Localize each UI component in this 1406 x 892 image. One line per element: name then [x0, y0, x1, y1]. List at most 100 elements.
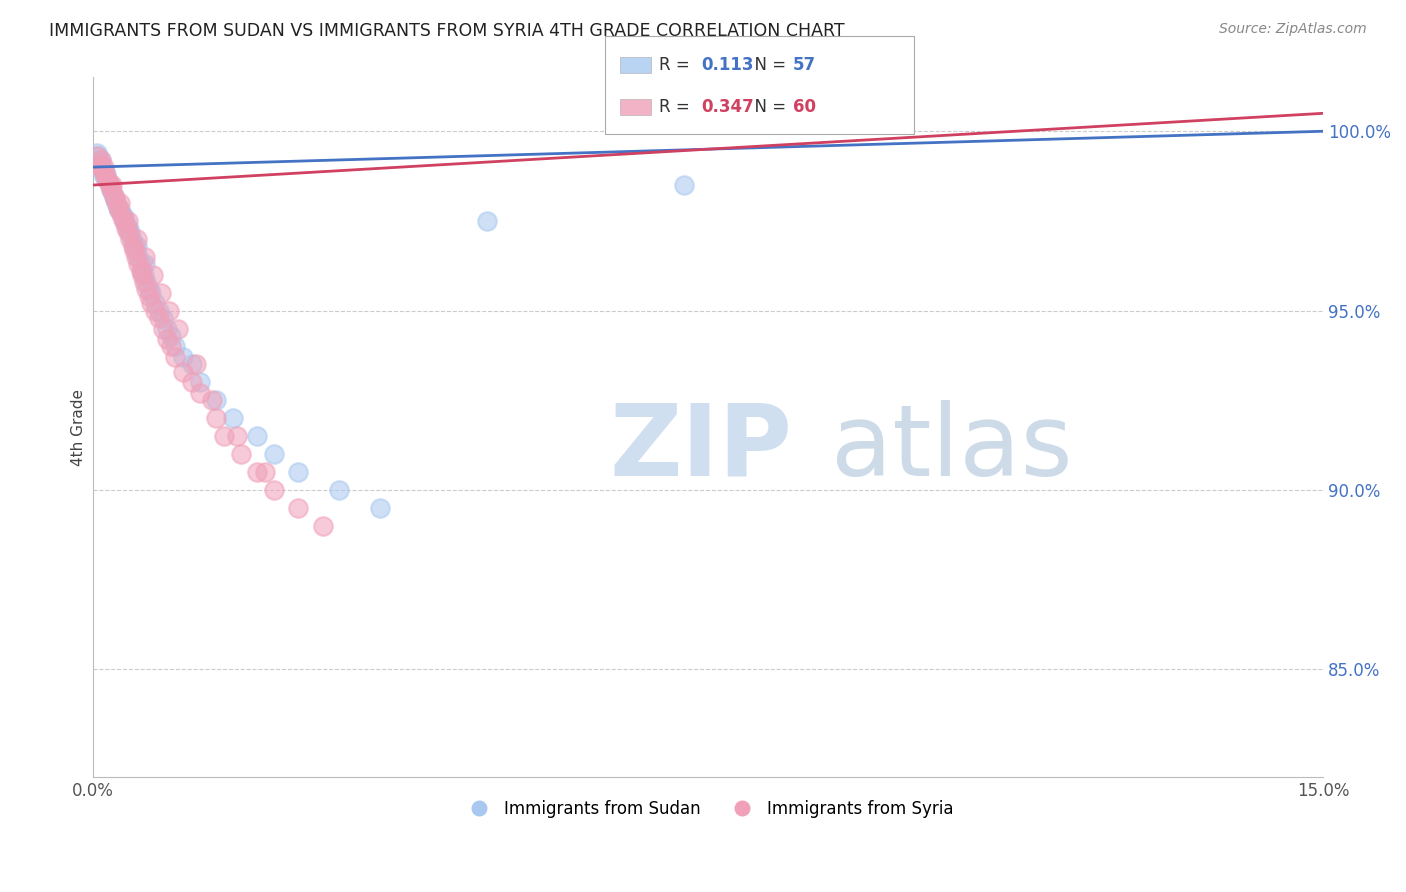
Text: Source: ZipAtlas.com: Source: ZipAtlas.com [1219, 22, 1367, 37]
Point [180, 376, 202, 390]
Point [165, 339, 187, 353]
Point [122, 239, 145, 253]
Point [100, 181, 122, 195]
Point [184, 358, 207, 372]
Point [97, 174, 120, 188]
Point [98, 178, 121, 192]
Point [131, 268, 153, 282]
Point [120, 232, 142, 246]
Point [91, 163, 114, 178]
Point [103, 189, 125, 203]
Point [135, 282, 157, 296]
Point [156, 321, 179, 335]
Text: 60: 60 [793, 98, 815, 116]
Point [121, 239, 143, 253]
Point [111, 207, 134, 221]
Point [117, 221, 139, 235]
Point [263, 447, 285, 461]
Point [214, 429, 236, 443]
Point [132, 275, 155, 289]
Point [125, 239, 148, 253]
Point [160, 339, 183, 353]
Point [89, 156, 111, 170]
Point [860, 110, 883, 124]
Point [221, 411, 243, 425]
Point [138, 282, 160, 296]
Point [287, 465, 309, 479]
Point [138, 289, 160, 303]
Point [246, 429, 269, 443]
Point [108, 203, 131, 218]
Text: atlas: atlas [831, 400, 1073, 497]
Point [97, 174, 120, 188]
Point [263, 483, 285, 497]
Text: ZIP: ZIP [610, 400, 793, 497]
Point [148, 303, 170, 318]
Point [156, 332, 179, 346]
Point [131, 264, 153, 278]
Text: N =: N = [744, 56, 792, 74]
Point [104, 193, 127, 207]
Point [229, 447, 252, 461]
Point [91, 167, 114, 181]
Point [188, 386, 211, 401]
Point [160, 328, 183, 343]
Point [117, 221, 139, 235]
Y-axis label: 4th Grade: 4th Grade [72, 389, 86, 466]
Point [172, 365, 194, 379]
Text: R =: R = [659, 56, 696, 74]
Point [148, 310, 170, 325]
Point [122, 243, 145, 257]
Point [112, 214, 135, 228]
Point [93, 167, 115, 181]
Point [143, 296, 166, 310]
Point [120, 225, 142, 239]
Text: 0.113: 0.113 [702, 56, 754, 74]
Point [172, 350, 194, 364]
Point [93, 167, 115, 181]
Point [225, 429, 247, 443]
Point [115, 221, 138, 235]
Point [110, 203, 132, 218]
Point [90, 153, 112, 167]
Point [129, 264, 152, 278]
Point [254, 465, 277, 479]
Point [115, 218, 138, 232]
Point [150, 285, 173, 300]
Point [152, 310, 174, 325]
Point [103, 189, 125, 203]
Point [287, 500, 309, 515]
Text: R =: R = [659, 98, 696, 116]
Point [125, 232, 148, 246]
Point [127, 257, 149, 271]
Point [368, 500, 391, 515]
Point [121, 232, 143, 246]
Point [98, 178, 121, 192]
Point [93, 160, 115, 174]
Point [112, 214, 135, 228]
Legend: Immigrants from Sudan, Immigrants from Syria: Immigrants from Sudan, Immigrants from S… [456, 793, 960, 824]
Point [166, 321, 188, 335]
Point [328, 483, 350, 497]
Point [246, 465, 269, 479]
Point [180, 358, 202, 372]
Point [104, 193, 127, 207]
Point [111, 211, 134, 225]
Point [101, 185, 124, 199]
Point [110, 196, 132, 211]
Point [139, 296, 162, 310]
Point [96, 170, 118, 185]
Point [152, 321, 174, 335]
Point [108, 203, 131, 218]
Point [90, 160, 112, 174]
Point [205, 411, 228, 425]
Point [90, 153, 112, 167]
Point [134, 257, 156, 271]
Point [135, 275, 157, 289]
Point [89, 156, 111, 170]
Point [107, 200, 129, 214]
Point [139, 285, 162, 300]
Point [142, 268, 165, 282]
Point [475, 214, 498, 228]
Point [107, 200, 129, 214]
